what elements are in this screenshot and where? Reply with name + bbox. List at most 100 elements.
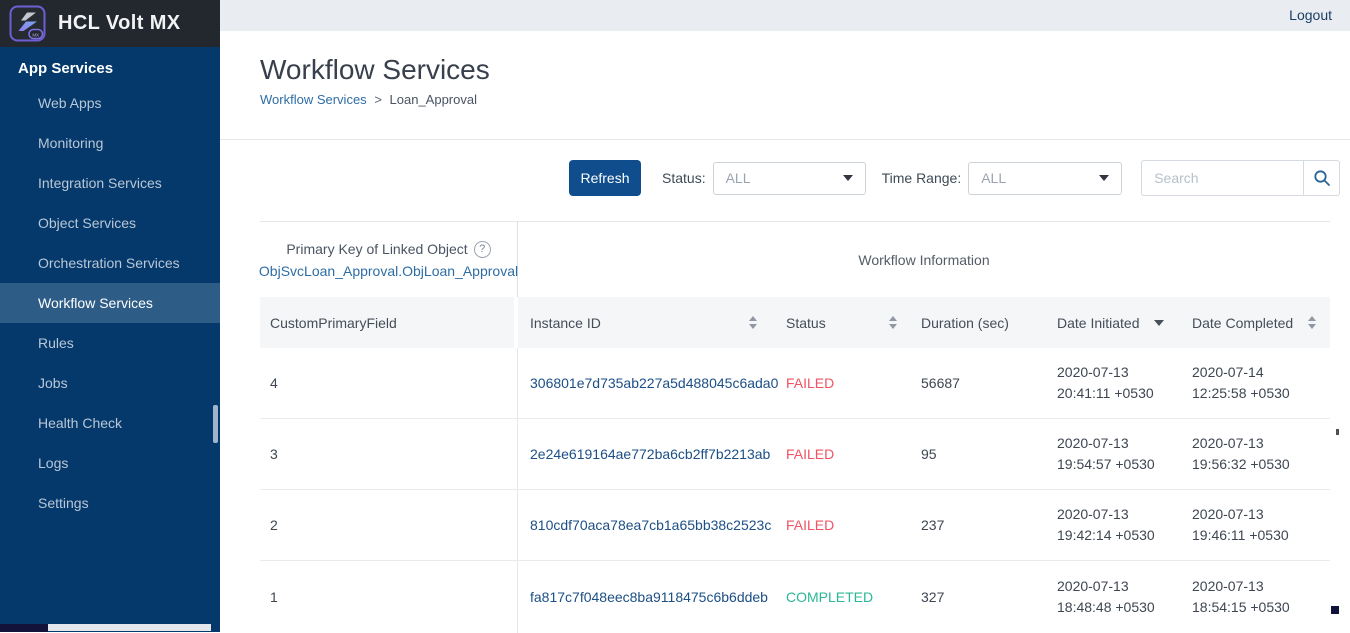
brand-logo-icon: MX	[9, 5, 46, 42]
instance-id-cell: 2e24e619164ae772ba6cb2ff7b2213ab	[518, 419, 771, 489]
page-header: Workflow Services Workflow Services > Lo…	[220, 31, 1350, 140]
sidebar-item-object-services[interactable]: Object Services	[38, 215, 137, 231]
primary-key-title: Primary Key of Linked Object	[286, 241, 468, 257]
date-completed-cell: 2020-07-13 19:56:32 +0530	[1192, 435, 1290, 472]
column-header-date-completed[interactable]: Date Completed	[1182, 297, 1326, 348]
instance-id-cell: fa817c7f048eec8ba9118475c6b6ddeb	[518, 561, 771, 633]
date-initiated-cell: 2020-07-13 19:54:57 +0530	[1057, 435, 1155, 472]
status-dropdown[interactable]: ALL	[712, 161, 866, 195]
status-cell: COMPLETED	[771, 561, 911, 633]
instance-id-link[interactable]: 306801e7d735ab227a5d488045c6ada0	[530, 375, 779, 391]
breadcrumb: Workflow Services > Loan_Approval	[260, 92, 1350, 107]
primary-field-cell: 1	[260, 561, 518, 633]
date-completed-cell: 2020-07-14 12:25:58 +0530	[1192, 364, 1290, 401]
svg-text:MX: MX	[32, 32, 39, 37]
breadcrumb-parent-link[interactable]: Workflow Services	[260, 92, 367, 107]
table-row: 3 2e24e619164ae772ba6cb2ff7b2213ab FAILE…	[260, 419, 1330, 490]
instance-id-link[interactable]: fa817c7f048eec8ba9118475c6b6ddeb	[530, 589, 768, 605]
workflow-information-title: Workflow Information	[858, 251, 990, 268]
time-range-dropdown[interactable]: ALL	[968, 161, 1123, 195]
sidebar-item-integration-services[interactable]: Integration Services	[38, 175, 162, 191]
column-header-custom-primary-field: CustomPrimaryField	[260, 297, 518, 348]
sidebar-item-orchestration-services[interactable]: Orchestration Services	[38, 255, 180, 271]
workflow-table: Primary Key of Linked Object ? ObjSvcLoa…	[258, 221, 1330, 633]
sidebar-item-jobs[interactable]: Jobs	[38, 375, 68, 391]
page-scrollbar-artifact[interactable]	[1336, 429, 1339, 435]
refresh-button[interactable]: Refresh	[569, 160, 641, 196]
table-group-header: Primary Key of Linked Object ? ObjSvcLoa…	[258, 221, 1330, 297]
horizontal-scrollbar-track[interactable]	[48, 624, 211, 631]
status-filter-label: Status:	[662, 170, 706, 186]
column-header-instance-id[interactable]: Instance ID	[518, 297, 771, 348]
sidebar-item-settings[interactable]: Settings	[38, 495, 89, 511]
date-completed-cell: 2020-07-13 18:54:15 +0530	[1192, 578, 1290, 615]
page-title: Workflow Services	[260, 54, 490, 85]
date-initiated-cell: 2020-07-13 20:41:11 +0530	[1057, 364, 1154, 401]
sidebar-item-web-apps[interactable]: Web Apps	[38, 95, 102, 111]
sidebar-item-health-check[interactable]: Health Check	[38, 415, 123, 431]
time-range-filter-label: Time Range:	[881, 170, 962, 186]
primary-field-cell: 3	[260, 419, 518, 489]
search-input[interactable]	[1141, 160, 1304, 196]
instance-id-cell: 306801e7d735ab227a5d488045c6ada0	[518, 348, 778, 418]
chevron-down-icon	[842, 175, 853, 181]
instance-id-cell: 810cdf70aca78ea7cb1a65bb38c2523c	[518, 490, 771, 560]
status-badge: FAILED	[786, 446, 835, 462]
primary-field-cell: 2	[260, 490, 518, 560]
time-range-dropdown-value: ALL	[981, 170, 1007, 186]
sort-icon[interactable]	[749, 316, 757, 329]
date-completed-cell: 2020-07-13 19:46:11 +0530	[1192, 506, 1289, 543]
sidebar-item-monitoring[interactable]: Monitoring	[38, 135, 104, 151]
instance-id-link[interactable]: 2e24e619164ae772ba6cb2ff7b2213ab	[530, 446, 771, 462]
horizontal-scrollbar-thumb[interactable]	[0, 624, 48, 632]
sidebar-item-rules[interactable]: Rules	[38, 335, 74, 351]
chevron-down-icon	[1099, 175, 1110, 181]
toolbar: Refresh Status: ALL Time Range: ALL	[220, 160, 1350, 196]
primary-key-group-cell: Primary Key of Linked Object ? ObjSvcLoa…	[258, 222, 519, 297]
search-group	[1141, 160, 1341, 196]
status-cell: FAILED	[771, 419, 911, 489]
duration-cell: 95	[921, 446, 937, 462]
brand-title: HCL Volt MX	[58, 12, 181, 34]
sort-icon[interactable]	[1308, 316, 1316, 329]
column-header-date-initiated[interactable]: Date Initiated	[1044, 297, 1182, 348]
breadcrumb-separator: >	[374, 92, 382, 107]
main-content: Workflow Services Workflow Services > Lo…	[220, 31, 1350, 633]
status-badge: FAILED	[786, 375, 835, 391]
brand-bar: MX HCL Volt MX	[0, 0, 220, 47]
sidebar-scrollbar-thumb[interactable]	[213, 405, 218, 443]
logout-link[interactable]: Logout	[1289, 7, 1332, 23]
status-cell: FAILED	[771, 490, 911, 560]
status-dropdown-value: ALL	[725, 170, 751, 186]
status-badge: COMPLETED	[786, 589, 874, 605]
sidebar-heading: App Services	[18, 60, 114, 77]
help-icon[interactable]: ?	[473, 240, 491, 258]
workflow-information-group-cell: Workflow Information	[518, 222, 1330, 297]
table-row: 2 810cdf70aca78ea7cb1a65bb38c2523c FAILE…	[260, 490, 1330, 561]
search-icon	[1314, 170, 1330, 186]
column-header-status[interactable]: Status	[771, 297, 911, 348]
page-scrollbar-corner[interactable]	[1331, 606, 1339, 614]
table-row: 1 fa817c7f048eec8ba9118475c6b6ddeb COMPL…	[260, 561, 1330, 633]
status-badge: FAILED	[786, 517, 835, 533]
duration-cell: 237	[921, 517, 945, 533]
sidebar-item-workflow-services[interactable]: Workflow Services	[0, 283, 220, 323]
status-cell: FAILED	[771, 348, 911, 418]
top-bar: Logout	[0, 0, 1350, 31]
search-button[interactable]	[1303, 160, 1341, 196]
table-row: 4 306801e7d735ab227a5d488045c6ada0 FAILE…	[260, 348, 1330, 419]
sidebar-nav: App Services Web Apps Monitoring Integra…	[0, 47, 220, 632]
date-initiated-cell: 2020-07-13 18:48:48 +0530	[1057, 578, 1155, 615]
sidebar-item-logs[interactable]: Logs	[38, 455, 69, 471]
sort-icon[interactable]	[889, 316, 897, 329]
column-header-duration: Duration (sec)	[921, 314, 1009, 331]
duration-cell: 56687	[921, 375, 960, 391]
primary-key-object-link[interactable]: ObjSvcLoan_Approval.ObjLoan_Approval	[258, 262, 519, 279]
duration-cell: 327	[921, 589, 945, 605]
sort-desc-icon[interactable]	[1153, 319, 1164, 326]
primary-field-cell: 4	[260, 348, 518, 418]
table-column-header-row: CustomPrimaryField Instance ID Status Du…	[260, 297, 1330, 348]
instance-id-link[interactable]: 810cdf70aca78ea7cb1a65bb38c2523c	[530, 517, 772, 533]
date-initiated-cell: 2020-07-13 19:42:14 +0530	[1057, 506, 1155, 543]
breadcrumb-current: Loan_Approval	[389, 92, 477, 107]
